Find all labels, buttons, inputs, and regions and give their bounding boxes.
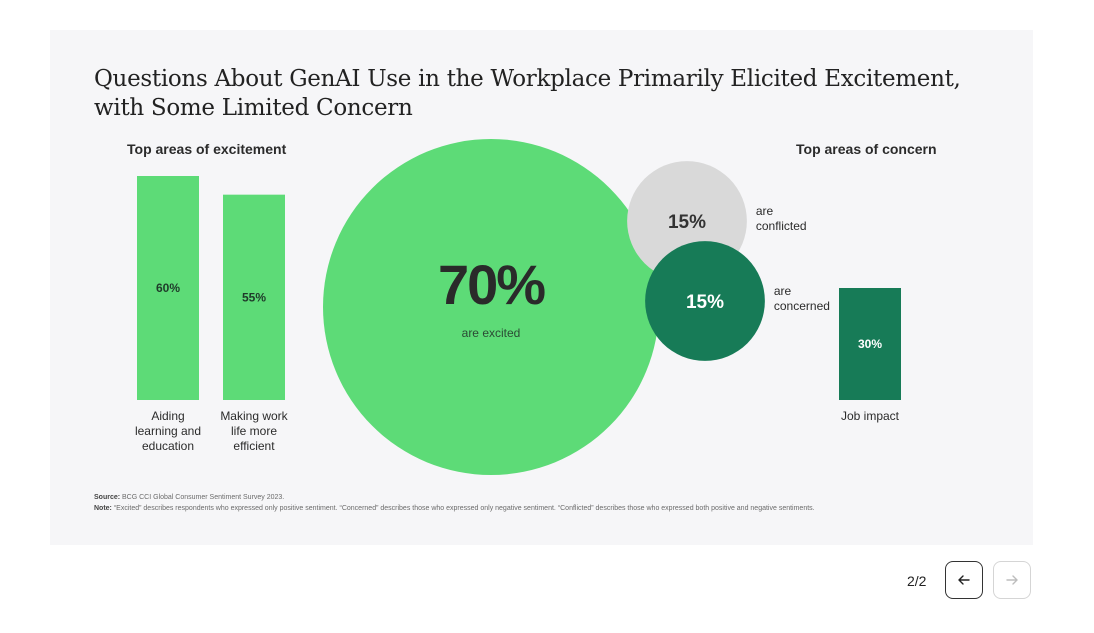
bar-category-label: life more — [231, 424, 277, 438]
bar-category-label: education — [142, 439, 194, 453]
arrow-left-icon — [958, 575, 970, 585]
chart-card: Questions About GenAI Use in the Workpla… — [50, 30, 1033, 545]
bubble-value-label: 70% — [438, 253, 545, 316]
concern-heading: Top areas of concern — [796, 141, 937, 157]
note-line: Note: “Excited” describes respondents wh… — [94, 505, 815, 512]
chart-title-line: with Some Limited Concern — [94, 95, 413, 121]
previous-button[interactable] — [945, 561, 983, 599]
bubble-caption: are — [774, 284, 792, 298]
bubble-caption: concerned — [774, 299, 830, 313]
bar-value-label: 55% — [242, 290, 266, 304]
bar-category-label: efficient — [233, 439, 275, 453]
chart-title: Questions About GenAI Use in the Workpla… — [94, 65, 994, 123]
bar-value-label: 60% — [156, 281, 180, 295]
bar-category-label: learning and — [135, 424, 201, 438]
source-line: Source: BCG CCI Global Consumer Sentimen… — [94, 494, 285, 501]
bubble-caption: are — [756, 204, 774, 218]
bar-category-label: Job impact — [841, 409, 900, 423]
excitement-heading: Top areas of excitement — [127, 141, 287, 157]
sentiment-bubble — [645, 241, 765, 361]
sentiment-bubble — [323, 139, 659, 475]
excitement-bar — [223, 194, 285, 400]
bar-category-label: Making work — [220, 409, 288, 423]
bar-value-label: 30% — [858, 337, 882, 351]
page-indicator: 2/2 — [907, 573, 927, 589]
bar-category-label: Aiding — [151, 409, 184, 423]
arrow-right-icon — [1006, 575, 1018, 585]
bubble-caption: are excited — [462, 326, 521, 340]
bubble-value-label: 15% — [668, 212, 706, 233]
bubble-caption: conflicted — [756, 219, 807, 233]
chart-title-line: Questions About GenAI Use in the Workpla… — [94, 66, 961, 92]
bubble-value-label: 15% — [686, 292, 724, 313]
excitement-bar — [137, 176, 199, 400]
concern-bar — [839, 288, 901, 400]
chart-footer: Source: BCG CCI Global Consumer Sentimen… — [94, 492, 994, 514]
next-button[interactable] — [993, 561, 1031, 599]
